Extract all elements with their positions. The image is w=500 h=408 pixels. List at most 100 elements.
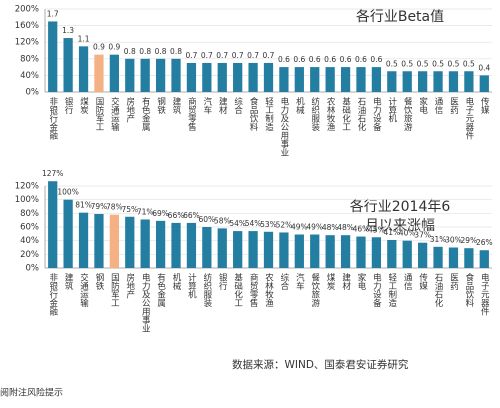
data-label: 69%: [152, 209, 169, 218]
bar: [155, 58, 166, 92]
x-tick-label: 电力设备: [371, 272, 381, 308]
y-tick-label: 60%: [20, 223, 39, 233]
data-label: 60%: [199, 215, 216, 224]
x-tick-label: 银行: [63, 96, 73, 115]
bar: [186, 222, 197, 268]
x-tick-label: 煤炭: [79, 96, 89, 115]
data-label: 0.6: [355, 55, 367, 64]
bar: [202, 227, 212, 268]
data-label: 0.5: [447, 59, 459, 68]
x-tick-label: 建材: [217, 96, 227, 114]
footer-note: 阅附注风险提示: [0, 387, 63, 399]
x-tick-label: 国防军工: [109, 273, 119, 307]
x-tick-label: 石油石化: [433, 273, 443, 308]
bar: [78, 212, 89, 268]
y-tick-label: 0%: [26, 88, 40, 98]
bar: [464, 71, 474, 92]
x-tick-label: 交通运输: [109, 96, 119, 132]
x-tick-label: 医药: [448, 273, 458, 291]
data-label: 49%: [291, 223, 308, 232]
x-tick-label: 建材: [341, 272, 351, 290]
x-tick-label: 传媒: [479, 96, 489, 115]
chart-title: 各行业Beta值: [356, 9, 444, 25]
chart-title: 月以来涨幅: [365, 218, 435, 234]
x-tick-label: 传媒: [418, 272, 428, 291]
bar: [387, 239, 397, 268]
x-tick-label: 国防军工: [94, 97, 104, 131]
x-tick-label: 综合: [279, 272, 289, 291]
bar: [171, 58, 181, 92]
bar: [279, 232, 289, 268]
bar: [248, 62, 258, 92]
x-tick-label: 轻工制造: [264, 96, 274, 132]
bar: [48, 181, 58, 268]
x-tick-label: 建筑: [63, 272, 73, 291]
x-tick-label: 房地产: [125, 272, 135, 299]
y-tick-label: 80%: [20, 54, 39, 64]
data-label: 0.8: [139, 47, 151, 56]
x-tick-label: 农林牧渔: [264, 272, 274, 307]
x-tick-label: 电力及公用事业: [140, 272, 150, 332]
x-tick-label: 农林牧渔: [325, 96, 335, 131]
x-tick-label: 基础化工: [233, 272, 243, 307]
bar: [433, 71, 443, 92]
y-tick-label: 100%: [15, 195, 39, 205]
x-tick-label: 轻工制造: [387, 272, 397, 308]
data-label: 0.5: [417, 59, 429, 68]
bar: [387, 71, 397, 92]
y-tick-label: 0%: [26, 264, 40, 274]
x-tick-label: 电力及公用事业: [279, 96, 289, 156]
bar: [63, 199, 73, 268]
y-tick-label: 20%: [20, 250, 39, 260]
data-label: 0.5: [432, 59, 444, 68]
data-label: 31%: [430, 235, 447, 244]
chart-title: 各行业2014年6: [350, 199, 451, 215]
data-label: 127%: [42, 169, 63, 178]
bar: [279, 67, 289, 92]
bar: [263, 62, 274, 92]
x-tick-label: 食品饮料: [464, 272, 474, 308]
data-label: 58%: [214, 216, 231, 225]
bar: [186, 62, 197, 92]
x-tick-label: 电子元器件: [464, 96, 474, 140]
bar: [140, 219, 150, 268]
x-tick-label: 机械: [294, 96, 304, 115]
x-tick-label: 石油石化: [356, 97, 366, 132]
bar: [433, 246, 443, 268]
data-label: 79%: [91, 202, 108, 211]
data-label: 0.5: [386, 59, 398, 68]
bar: [263, 231, 274, 268]
bar: [171, 222, 181, 268]
bar: [78, 46, 89, 92]
bar: [155, 220, 166, 268]
x-tick-label: 房地产: [125, 96, 135, 123]
bar: [340, 67, 351, 92]
data-label: 0.7: [232, 51, 244, 60]
data-label: 26%: [476, 238, 493, 247]
x-tick-label: 纺织服装: [310, 96, 320, 132]
bar: [109, 214, 119, 268]
data-label: 54%: [229, 219, 246, 228]
x-tick-label: 电子元器件: [479, 272, 489, 316]
data-label: 0.6: [324, 55, 336, 64]
data-label: 0.6: [340, 55, 352, 64]
bar: [94, 214, 104, 268]
x-tick-label: 医药: [448, 97, 458, 115]
data-label: 0.8: [155, 47, 167, 56]
data-label: 41%: [383, 228, 400, 237]
data-label: 1.3: [62, 26, 74, 35]
data-label: 0.7: [216, 51, 228, 60]
x-tick-label: 纺织服装: [202, 272, 212, 308]
x-tick-label: 建筑: [171, 96, 181, 115]
data-label: 37%: [414, 231, 431, 240]
bar: [217, 228, 227, 268]
data-label: 52%: [276, 220, 293, 229]
bar: [310, 234, 320, 268]
bar: [140, 58, 150, 92]
x-tick-label: 计算机: [186, 272, 196, 299]
bar: [479, 75, 489, 92]
bar: [125, 58, 135, 92]
x-tick-label: 有色金属: [156, 272, 166, 308]
x-tick-label: 家电: [418, 96, 428, 114]
